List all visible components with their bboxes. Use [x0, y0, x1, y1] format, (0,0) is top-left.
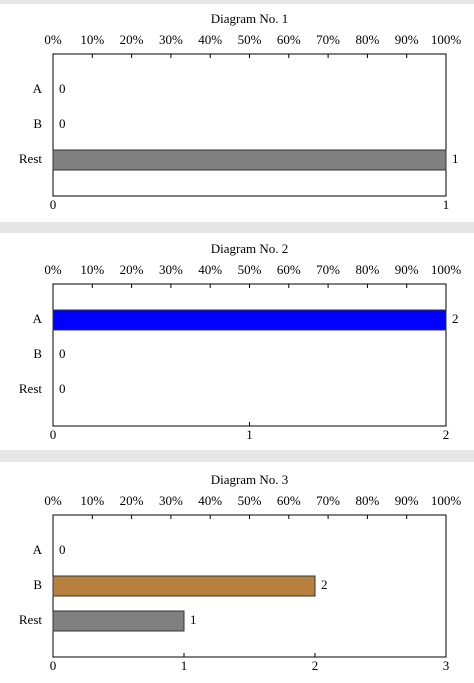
bar — [52, 149, 447, 171]
top-tick-label: 60% — [277, 262, 301, 277]
top-tick-label: 70% — [316, 493, 340, 508]
top-tick-label: 60% — [277, 493, 301, 508]
top-tick-label: 90% — [395, 32, 419, 47]
x-tick-label: 1 — [246, 427, 253, 442]
category-label: Rest — [19, 151, 43, 166]
bar — [52, 610, 185, 632]
top-tick-label: 10% — [80, 493, 104, 508]
top-tick-label: 100% — [431, 32, 462, 47]
value-label: 0 — [59, 81, 66, 96]
x-tick-label: 2 — [443, 427, 450, 442]
category-label: B — [33, 577, 42, 592]
top-tick-label: 30% — [159, 493, 183, 508]
category-label: A — [33, 311, 43, 326]
top-tick-label: 30% — [159, 32, 183, 47]
top-tick-label: 50% — [238, 493, 262, 508]
bar — [52, 575, 316, 597]
category-label: A — [33, 81, 43, 96]
chart-title: Diagram No. 1 — [211, 11, 289, 26]
x-tick-label: 1 — [443, 197, 450, 212]
x-tick-label: 1 — [181, 658, 188, 673]
value-label: 2 — [452, 311, 459, 326]
value-label: 0 — [59, 542, 66, 557]
top-tick-label: 30% — [159, 262, 183, 277]
value-label: 0 — [59, 381, 66, 396]
category-label: B — [33, 346, 42, 361]
value-label: 2 — [321, 577, 328, 592]
bar — [52, 309, 447, 331]
top-tick-label: 10% — [80, 32, 104, 47]
panel — [0, 233, 474, 450]
category-label: A — [33, 542, 43, 557]
top-tick-label: 60% — [277, 32, 301, 47]
category-label: Rest — [19, 381, 43, 396]
panel — [0, 462, 474, 683]
value-label: 1 — [190, 612, 197, 627]
top-tick-label: 80% — [355, 262, 379, 277]
value-label: 1 — [452, 151, 459, 166]
top-tick-label: 20% — [120, 262, 144, 277]
top-tick-label: 40% — [198, 262, 222, 277]
top-tick-label: 20% — [120, 493, 144, 508]
top-tick-label: 20% — [120, 32, 144, 47]
top-tick-label: 100% — [431, 493, 462, 508]
value-label: 0 — [59, 116, 66, 131]
top-tick-label: 10% — [80, 262, 104, 277]
top-tick-label: 0% — [44, 493, 62, 508]
value-label: 0 — [59, 346, 66, 361]
x-tick-label: 2 — [312, 658, 319, 673]
top-tick-label: 90% — [395, 493, 419, 508]
x-tick-label: 0 — [50, 427, 57, 442]
top-tick-label: 40% — [198, 32, 222, 47]
top-tick-label: 80% — [355, 493, 379, 508]
top-tick-label: 40% — [198, 493, 222, 508]
top-tick-label: 0% — [44, 262, 62, 277]
panel — [0, 4, 474, 222]
top-tick-label: 90% — [395, 262, 419, 277]
top-tick-label: 0% — [44, 32, 62, 47]
category-label: B — [33, 116, 42, 131]
x-tick-label: 0 — [50, 197, 57, 212]
top-tick-label: 70% — [316, 32, 340, 47]
category-label: Rest — [19, 612, 43, 627]
chart-title: Diagram No. 3 — [211, 472, 289, 487]
top-tick-label: 50% — [238, 262, 262, 277]
top-tick-label: 70% — [316, 262, 340, 277]
top-tick-label: 50% — [238, 32, 262, 47]
chart-title: Diagram No. 2 — [211, 241, 289, 256]
x-tick-label: 3 — [443, 658, 450, 673]
x-tick-label: 0 — [50, 658, 57, 673]
top-tick-label: 100% — [431, 262, 462, 277]
top-tick-label: 80% — [355, 32, 379, 47]
